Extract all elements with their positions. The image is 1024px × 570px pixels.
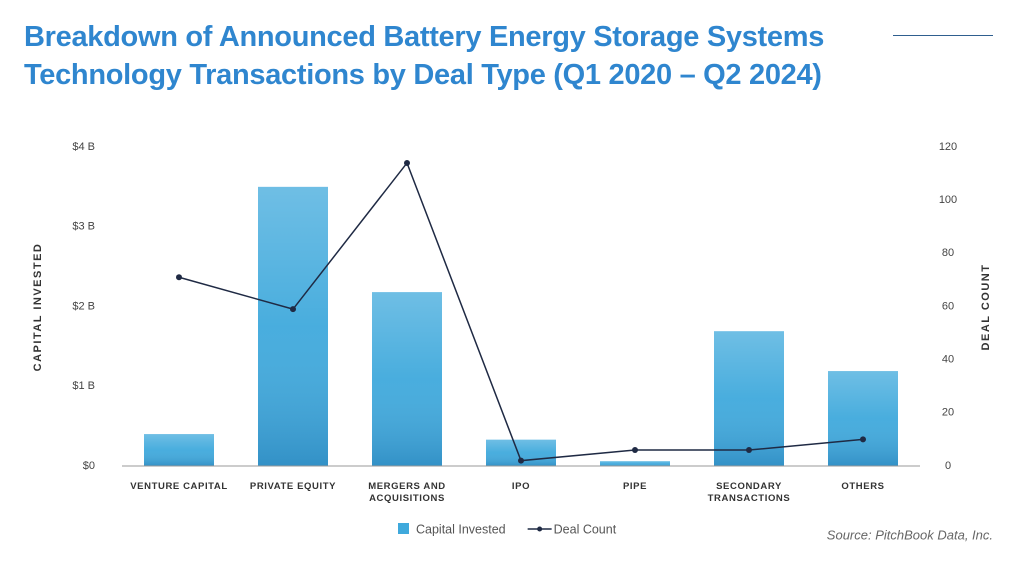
y2-tick-label: 100 bbox=[939, 194, 957, 206]
x-tick-label: SECONDARY TRANSACTIONS bbox=[707, 481, 791, 504]
bar-shade bbox=[714, 331, 784, 466]
y2-tick-label: 120 bbox=[939, 141, 957, 153]
source: Source: PitchBook Data, Inc. bbox=[827, 527, 993, 542]
chart-title: Breakdown of Announced Battery Energy St… bbox=[24, 21, 825, 91]
y-tick-label: $0 bbox=[83, 460, 95, 472]
y2-tick-label: 20 bbox=[942, 407, 954, 419]
bar-shade bbox=[372, 292, 442, 466]
y-tick-label: $4 B bbox=[72, 141, 95, 153]
bar-shade bbox=[828, 371, 898, 466]
line-point bbox=[176, 274, 182, 281]
line-point bbox=[290, 306, 296, 313]
bar-shade bbox=[144, 434, 214, 466]
title-rule bbox=[893, 35, 993, 36]
bar-shade bbox=[258, 186, 328, 466]
y-tick-label: $2 B bbox=[72, 300, 95, 312]
line-point bbox=[518, 457, 524, 464]
line-point bbox=[632, 447, 638, 454]
x-tick-label: VENTURE CAPITAL bbox=[130, 481, 228, 492]
x-tick-label: PIPE bbox=[622, 481, 648, 492]
line-point bbox=[860, 436, 866, 443]
y2-tick-label: 60 bbox=[942, 300, 954, 312]
y-tick-label: $1 B bbox=[72, 380, 95, 392]
x-tick-label: IPO bbox=[511, 481, 531, 492]
y-tick-label: $3 B bbox=[72, 221, 95, 233]
line-point bbox=[746, 447, 752, 454]
legend-dot bbox=[537, 526, 543, 532]
y-axis-label: CAPITAL INVESTED bbox=[32, 243, 44, 372]
y2-tick-label: 0 bbox=[945, 460, 951, 472]
legend-label: Capital Invested bbox=[416, 522, 506, 536]
legend-swatch bbox=[398, 523, 409, 534]
x-tick-label: OTHERS bbox=[841, 481, 885, 492]
y2-tick-label: 40 bbox=[942, 354, 954, 366]
legend-label: Deal Count bbox=[554, 522, 617, 536]
x-tick-label: PRIVATE EQUITY bbox=[249, 481, 337, 492]
y2-axis-label: DEAL COUNT bbox=[980, 264, 992, 351]
line-point bbox=[404, 159, 410, 166]
y2-tick-label: 80 bbox=[942, 247, 954, 259]
bar-shade bbox=[600, 461, 670, 466]
x-tick-label: MERGERS AND ACQUISITIONS bbox=[368, 481, 446, 504]
